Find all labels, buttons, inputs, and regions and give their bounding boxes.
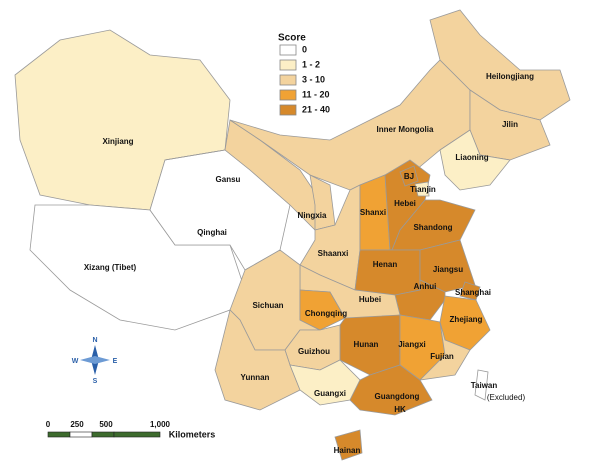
province xyxy=(349,364,433,416)
scale-unit: Kilometers xyxy=(169,429,216,439)
scale-label: 0 xyxy=(46,420,51,429)
legend-label: 3 - 10 xyxy=(302,74,325,84)
province-label: Yunnan xyxy=(241,373,270,382)
province-label: Tianjin xyxy=(410,185,436,194)
province-label: Jiangsu xyxy=(433,265,463,274)
scale-label: 1,000 xyxy=(150,420,171,429)
compass-needle xyxy=(80,356,110,364)
province-label: Shandong xyxy=(413,223,452,232)
province-label: Guangxi xyxy=(314,389,346,398)
province xyxy=(414,181,430,197)
province xyxy=(429,9,571,121)
province-label: Hubei xyxy=(359,295,381,304)
province xyxy=(418,321,471,381)
province-label: Heilongjiang xyxy=(486,72,534,81)
province-label: Xinjiang xyxy=(102,137,133,146)
province-label: Inner Mongolia xyxy=(377,125,434,134)
taiwan-shape xyxy=(474,369,489,401)
scale-segment xyxy=(91,431,115,438)
province-label: Hainan xyxy=(334,446,361,455)
province xyxy=(334,429,363,461)
province-label: Fujian xyxy=(430,352,454,361)
province-label: Sichuan xyxy=(252,301,283,310)
legend-swatch xyxy=(279,59,297,71)
province xyxy=(299,289,346,331)
province-label: Guangdong xyxy=(375,392,420,401)
province-label: Chongqing xyxy=(305,309,347,318)
province-label: Xizang (Tibet) xyxy=(84,263,137,272)
taiwan-note: (Excluded) xyxy=(487,393,526,402)
compass-n: N xyxy=(92,337,97,344)
province-label: Shanghai xyxy=(455,288,491,297)
province xyxy=(399,165,419,187)
province-labels: Xinjiang Xizang (Tibet) Qinghai Gansu In… xyxy=(84,72,534,455)
legend-label: 21 - 40 xyxy=(302,104,330,114)
legend-swatch xyxy=(279,89,297,101)
province-label: BJ xyxy=(404,172,414,181)
compass-e: E xyxy=(113,358,118,365)
legend-swatch xyxy=(279,104,297,116)
province xyxy=(439,129,511,191)
compass-s: S xyxy=(93,378,98,385)
taiwan-label: Taiwan xyxy=(471,381,498,390)
scale-segment xyxy=(113,431,161,438)
legend-title: Score xyxy=(278,33,306,44)
province-label: Henan xyxy=(373,260,398,269)
province-label: Zhejiang xyxy=(450,315,483,324)
province-label: Anhui xyxy=(414,282,437,291)
province-label: Shaanxi xyxy=(318,249,349,258)
scale-label: 250 xyxy=(70,420,84,429)
scale-bar: 0 250 500 1,000 Kilometers xyxy=(46,420,215,439)
province xyxy=(354,249,421,296)
province xyxy=(419,239,476,293)
province-label: Liaoning xyxy=(455,153,488,162)
hk-label: HK xyxy=(394,405,406,414)
province-label: Shanxi xyxy=(360,208,386,217)
scale-label: 500 xyxy=(99,420,113,429)
province-label: Hunan xyxy=(354,340,379,349)
province-label: Guizhou xyxy=(298,347,330,356)
legend: Score 0 1 - 2 3 - 10 11 - 20 21 - 40 xyxy=(278,33,330,116)
province-label: Jilin xyxy=(502,120,518,129)
provinces xyxy=(14,9,571,461)
province-label: Hebei xyxy=(394,199,416,208)
scale-segment xyxy=(69,431,93,438)
legend-swatch xyxy=(279,44,297,56)
compass-w: W xyxy=(72,358,79,365)
province-label: Jiangxi xyxy=(398,340,426,349)
province-label: Gansu xyxy=(216,175,241,184)
legend-label: 0 xyxy=(302,44,307,54)
legend-swatch xyxy=(279,74,297,86)
province-label: Qinghai xyxy=(197,228,227,237)
legend-label: 11 - 20 xyxy=(302,89,330,99)
province-label: Ningxia xyxy=(298,211,327,220)
compass: N S E W xyxy=(72,337,118,385)
scale-segment xyxy=(47,431,71,438)
legend-label: 1 - 2 xyxy=(302,59,320,69)
